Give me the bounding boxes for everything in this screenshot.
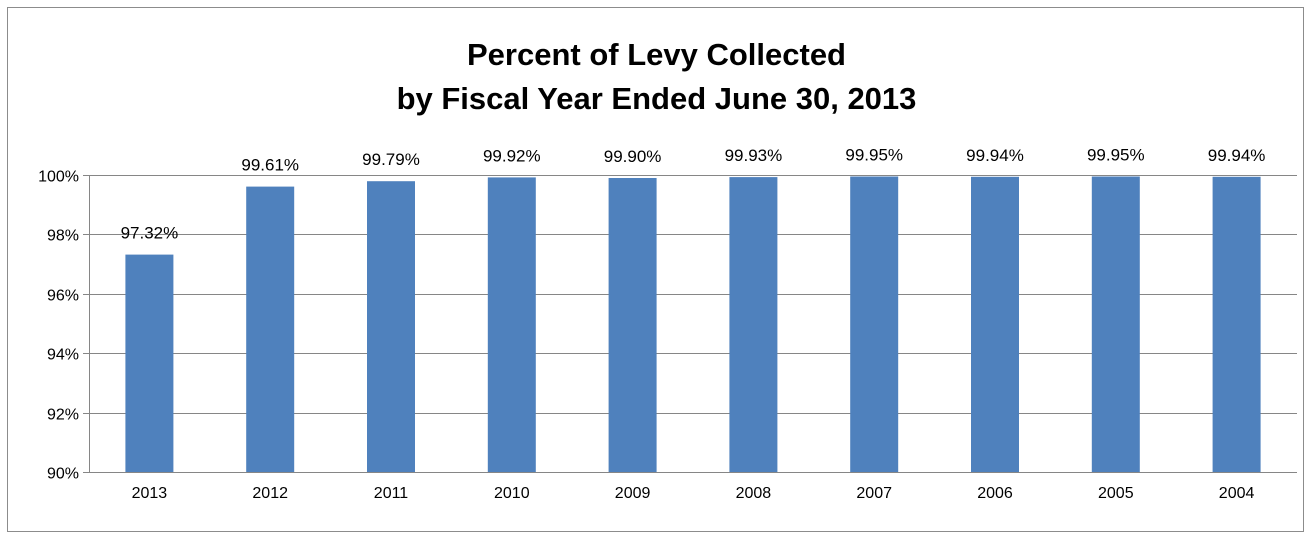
y-tick-label: 92% <box>47 407 79 424</box>
x-tick-label: 2013 <box>132 485 168 502</box>
y-tick-label: 90% <box>47 466 79 483</box>
data-label: 99.94% <box>966 146 1024 165</box>
data-label: 99.95% <box>1087 146 1145 165</box>
data-label: 99.79% <box>362 150 420 169</box>
bar <box>246 186 295 472</box>
x-tick-label: 2012 <box>252 485 288 502</box>
bar <box>971 176 1019 473</box>
y-tick-label: 98% <box>47 228 79 245</box>
x-tick-label: 2008 <box>736 485 772 502</box>
bar <box>367 181 415 472</box>
y-tick-label: 100% <box>38 169 79 186</box>
data-label: 99.95% <box>845 146 903 165</box>
axes <box>83 175 90 473</box>
data-label: 99.93% <box>725 146 783 165</box>
data-label: 99.90% <box>604 147 662 166</box>
chart-title-block: Percent of Levy Collected by Fiscal Year… <box>0 33 1313 121</box>
data-label: 99.92% <box>483 146 541 165</box>
bar <box>850 176 899 472</box>
x-tick-label: 2011 <box>374 485 409 502</box>
chart-subtitle: by Fiscal Year Ended June 30, 2013 <box>396 81 917 116</box>
x-tick-label: 2009 <box>615 485 651 502</box>
chart-title: Percent of Levy Collected <box>466 37 846 72</box>
x-tick-label: 2010 <box>494 485 530 502</box>
x-tick-label: 2004 <box>1219 485 1255 502</box>
bar <box>487 177 536 472</box>
bar <box>1091 176 1140 472</box>
bars <box>125 176 1261 473</box>
bar <box>729 177 778 472</box>
data-label: 99.94% <box>1208 146 1266 165</box>
x-tick-label: 2005 <box>1098 485 1134 502</box>
data-label: 99.61% <box>241 156 299 175</box>
data-label: 97.32% <box>121 224 179 243</box>
labels: 90% 92% 94% 96% 98% 100% 97.32% 2013 99.61% 2012 9… <box>38 146 1265 503</box>
x-tick-label: 2007 <box>856 485 892 502</box>
y-tick-label: 94% <box>47 347 79 364</box>
bar <box>125 254 174 472</box>
bar <box>608 178 657 472</box>
bar <box>1212 176 1261 473</box>
y-tick-label: 96% <box>47 288 79 305</box>
x-tick-label: 2006 <box>977 485 1013 502</box>
